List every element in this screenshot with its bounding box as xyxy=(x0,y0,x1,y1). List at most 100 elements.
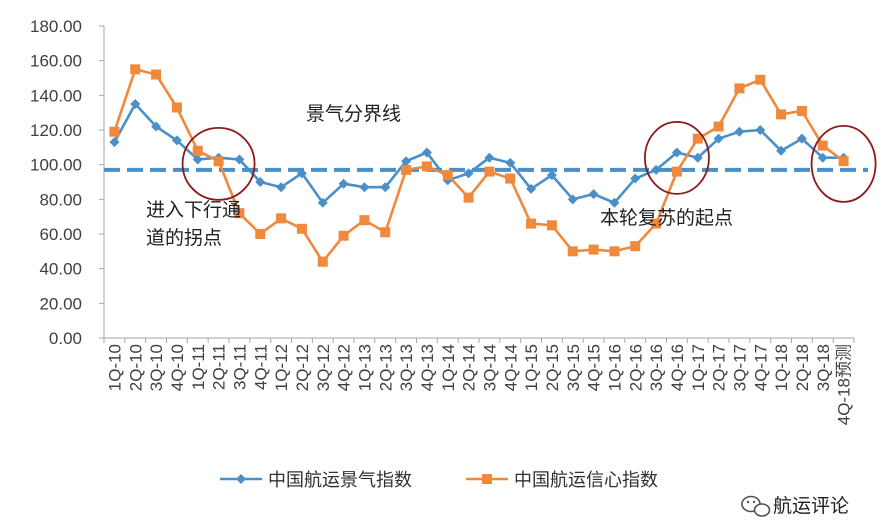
x-tick-label: 3Q-10 xyxy=(147,344,166,391)
y-tick-label: 40.00 xyxy=(39,260,82,279)
x-tick-label: 1Q-11 xyxy=(189,344,208,390)
series-1-point xyxy=(421,147,432,158)
series-2-point xyxy=(817,140,828,151)
series-1-point xyxy=(567,194,578,205)
series-1-point xyxy=(296,168,307,179)
x-tick-label: 2Q-17 xyxy=(710,344,729,391)
x-tick-label: 1Q-13 xyxy=(355,344,374,391)
series-2-point xyxy=(317,256,328,267)
series-2-point xyxy=(109,126,120,137)
series-2-point xyxy=(609,246,620,257)
y-tick-label: 80.00 xyxy=(39,190,82,209)
series-2-point xyxy=(276,213,287,224)
series-1-point xyxy=(796,133,807,144)
series-1-point xyxy=(588,189,599,200)
legend-swatch-marker xyxy=(482,474,492,484)
x-tick-label: 1Q-18 xyxy=(772,344,791,391)
series-1-point xyxy=(276,182,287,193)
series-1-point xyxy=(151,121,162,132)
series-2-point xyxy=(213,156,224,167)
x-tick-label: 3Q-16 xyxy=(647,344,666,391)
x-tick-label: 4Q-16 xyxy=(668,344,687,391)
x-tick-label: 3Q-17 xyxy=(730,344,749,391)
y-tick-label: 20.00 xyxy=(39,294,82,313)
x-tick-label: 2Q-18 xyxy=(793,344,812,391)
legend-label: 中国航运信心指数 xyxy=(514,470,658,491)
x-tick-label: 4Q-14 xyxy=(501,344,520,391)
wechat-icon xyxy=(741,495,771,517)
series-2-point xyxy=(484,166,495,177)
series-2-point xyxy=(401,164,412,175)
series-1-point xyxy=(380,182,391,193)
annotation-circle xyxy=(810,124,877,203)
x-tick-label: 2Q-11 xyxy=(210,344,229,390)
watermark: 航运评论 xyxy=(741,495,849,517)
x-tick-label: 1Q-16 xyxy=(605,344,624,391)
annotation-text: 本轮复苏的起点 xyxy=(600,207,733,229)
x-tick-label: 1Q-14 xyxy=(439,344,458,391)
series-2-point xyxy=(651,218,662,229)
series-2-point xyxy=(192,145,203,156)
x-tick-label: 4Q-17 xyxy=(751,344,770,391)
annotation-text: 进入下行通 xyxy=(146,199,241,221)
series-2-point xyxy=(734,83,745,94)
series-1-point xyxy=(255,177,266,187)
series-2-point xyxy=(755,74,766,85)
x-tick-label: 4Q-15 xyxy=(585,344,604,391)
x-tick-label: 2Q-16 xyxy=(626,344,645,391)
series-1-point xyxy=(130,99,141,109)
series-1-point xyxy=(234,154,245,165)
series-2-point xyxy=(442,170,453,181)
series-1-point xyxy=(671,147,682,158)
x-tick-label: 4Q-10 xyxy=(168,344,187,391)
y-tick-label: 180.00 xyxy=(30,17,82,36)
annotation-circle xyxy=(181,126,256,201)
y-axis: 0.00 20.00 40.00 60.00 80.00 100.00 120.00 140.… xyxy=(30,17,105,348)
series-1-point xyxy=(526,183,537,194)
series-1-point xyxy=(755,125,766,135)
watermark-text: 航运评论 xyxy=(773,495,849,517)
y-tick-label: 60.00 xyxy=(39,225,82,244)
series-2-point xyxy=(546,220,557,231)
series-1-point xyxy=(776,145,787,156)
series-1-point xyxy=(109,137,120,148)
legend-swatch-marker xyxy=(236,474,246,484)
y-tick-label: 120.00 xyxy=(30,121,82,140)
x-tick-label: 3Q-13 xyxy=(397,344,416,391)
x-tick-label: 2Q-13 xyxy=(376,344,395,391)
annotation-text: 道的拐点 xyxy=(146,227,222,249)
reference-line-label: 景气分界线 xyxy=(306,103,401,125)
x-tick-label: 2Q-10 xyxy=(126,344,145,391)
series-2-point xyxy=(151,69,162,80)
series-1-point xyxy=(463,168,474,179)
series-1-point xyxy=(505,157,516,168)
series-1-point xyxy=(630,173,641,184)
x-tick-label: 4Q-12 xyxy=(335,344,354,391)
series-2-point xyxy=(255,229,266,239)
x-tick-label: 1Q-12 xyxy=(272,344,291,391)
x-axis: 1Q-10 2Q-10 3Q-10 4Q-10 1Q-11 2Q-11 3Q-11 4Q-11… xyxy=(103,337,855,425)
series-1-point xyxy=(171,135,182,146)
legend-label: 中国航运景气指数 xyxy=(268,470,412,491)
series-2-point xyxy=(567,246,578,257)
x-tick-label: 1Q-17 xyxy=(689,344,708,391)
series-1-point xyxy=(713,133,724,144)
x-tick-label: 3Q-11 xyxy=(230,344,249,390)
x-tick-label: 4Q-11 xyxy=(251,344,270,390)
series-2-point xyxy=(692,133,703,144)
y-tick-label: 140.00 xyxy=(30,86,82,105)
series-1-point xyxy=(651,164,662,175)
series-1-point xyxy=(546,170,557,181)
legend: 中国航运景气指数 中国航运信心指数 xyxy=(220,470,658,491)
series-1-point xyxy=(609,197,620,208)
series-2-point xyxy=(171,102,182,113)
series-1-point xyxy=(734,126,745,137)
x-tick-label: 3Q-15 xyxy=(564,344,583,391)
x-tick-label: 4Q-18预测 xyxy=(835,344,854,425)
x-tick-label: 1Q-10 xyxy=(105,344,124,391)
series-2-point xyxy=(130,64,141,75)
series-1-point xyxy=(817,152,828,163)
y-tick-label: 0.00 xyxy=(49,329,82,348)
